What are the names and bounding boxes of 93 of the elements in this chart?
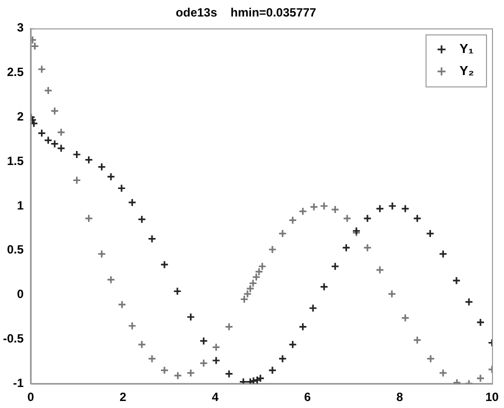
point — [72, 176, 82, 185]
point — [148, 354, 156, 364]
point — [298, 207, 308, 216]
y-tick-label: 0.5 — [6, 242, 24, 257]
y-tick-label: 2 — [16, 110, 24, 124]
y-tick-label: 1.5 — [6, 154, 24, 168]
point — [258, 262, 267, 271]
point — [400, 314, 410, 322]
point — [117, 184, 126, 193]
point — [426, 354, 435, 364]
point — [278, 354, 287, 364]
legend-label: Y₂ — [460, 62, 474, 78]
point — [224, 322, 234, 332]
chart-title: ode13s hmin=0.035777 — [176, 6, 317, 20]
legend-label: Y₁ — [460, 40, 474, 56]
point — [426, 229, 434, 238]
point — [464, 298, 474, 306]
point — [298, 322, 308, 332]
point — [320, 282, 328, 292]
point — [476, 374, 485, 383]
point — [246, 284, 255, 293]
point — [438, 368, 448, 378]
point — [97, 162, 106, 172]
y-tick-label: 3 — [16, 20, 24, 35]
point — [363, 243, 372, 252]
point — [320, 202, 328, 210]
point — [84, 214, 94, 223]
point — [268, 366, 277, 375]
point — [148, 234, 156, 244]
point — [330, 262, 340, 271]
point — [138, 215, 146, 224]
y-tick-label: 1 — [16, 198, 24, 212]
point — [50, 106, 59, 116]
point — [239, 378, 248, 384]
point — [240, 294, 249, 304]
point — [160, 260, 169, 269]
point — [308, 304, 318, 312]
point — [342, 243, 351, 252]
point — [388, 290, 396, 298]
point — [330, 205, 340, 214]
point — [56, 128, 66, 137]
point — [400, 204, 410, 213]
point — [342, 214, 352, 223]
point — [376, 266, 384, 274]
point — [412, 214, 422, 223]
point — [224, 370, 234, 378]
point — [288, 340, 298, 349]
y-tick-label: -0.5 — [2, 332, 24, 346]
point — [288, 216, 298, 225]
point — [388, 202, 397, 210]
point — [278, 229, 287, 238]
point — [128, 198, 136, 207]
point — [97, 250, 106, 258]
point — [438, 250, 448, 258]
point — [452, 276, 461, 285]
point — [106, 275, 116, 284]
point — [268, 245, 277, 254]
point — [44, 86, 53, 95]
point — [186, 368, 196, 378]
point — [128, 322, 136, 330]
x-tick-label: 4 — [212, 390, 219, 404]
point — [252, 272, 261, 282]
y-tick-label: 0 — [16, 287, 24, 302]
point — [106, 172, 116, 181]
x-tick-label: 8 — [396, 390, 404, 404]
point — [174, 371, 182, 380]
point — [212, 356, 220, 365]
point — [37, 64, 46, 74]
x-tick-label: 2 — [120, 390, 127, 404]
point — [248, 278, 258, 288]
point — [199, 358, 208, 368]
y-tick-label: -1 — [13, 376, 24, 390]
point — [37, 128, 46, 138]
point — [363, 214, 372, 223]
point — [173, 286, 182, 296]
point — [160, 366, 169, 375]
x-tick-label: 0 — [27, 390, 34, 404]
point — [212, 342, 220, 352]
point — [186, 312, 196, 322]
point — [199, 336, 208, 346]
point — [138, 340, 146, 349]
point — [376, 204, 384, 213]
point — [72, 150, 82, 159]
point — [84, 156, 94, 164]
point — [243, 290, 252, 298]
point — [310, 202, 318, 212]
point — [254, 267, 264, 276]
point — [412, 336, 422, 344]
y-tick-label: 2.5 — [6, 65, 24, 80]
point — [476, 318, 485, 327]
x-tick-label: 6 — [304, 390, 312, 404]
point — [118, 300, 126, 309]
x-tick-label: 10 — [485, 390, 499, 404]
